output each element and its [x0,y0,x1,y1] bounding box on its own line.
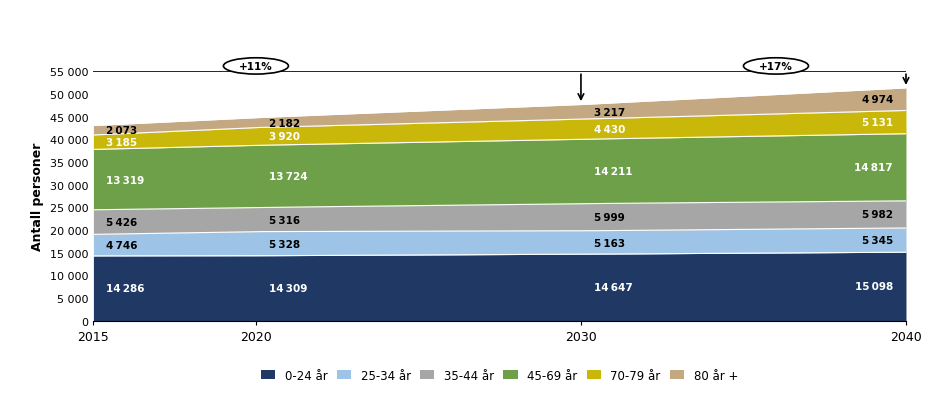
Text: 5 316: 5 316 [269,215,300,225]
Text: 5 345: 5 345 [862,235,893,245]
Text: 2 073: 2 073 [106,126,137,136]
Text: 5 426: 5 426 [106,217,137,227]
Text: 4 430: 4 430 [594,125,626,135]
Text: +11%: +11% [239,62,273,72]
Text: 5 163: 5 163 [594,238,625,248]
Y-axis label: Antall personer: Antall personer [32,142,44,251]
Text: 4 974: 4 974 [861,95,893,105]
Legend: 0-24 år, 25-34 år, 35-44 år, 45-69 år, 70-79 år, 80 år +: 0-24 år, 25-34 år, 35-44 år, 45-69 år, 7… [257,364,743,387]
Text: 14 647: 14 647 [594,283,632,293]
Text: 14 817: 14 817 [855,163,893,173]
Text: 2 182: 2 182 [269,118,300,128]
Text: 13 724: 13 724 [269,172,307,182]
Text: 4 746: 4 746 [106,241,138,251]
Text: 5 328: 5 328 [269,239,300,249]
Ellipse shape [743,59,809,75]
Text: 5 131: 5 131 [862,118,893,128]
Text: 5 999: 5 999 [594,213,625,223]
Text: 3 185: 3 185 [106,138,137,148]
Text: 13 319: 13 319 [106,175,145,185]
Text: 5 982: 5 982 [862,210,893,220]
Text: 3 217: 3 217 [594,107,625,117]
Text: 14 309: 14 309 [269,284,307,294]
Ellipse shape [223,59,289,75]
Text: 14 286: 14 286 [106,284,145,294]
Text: 3 920: 3 920 [269,132,300,142]
Text: 14 211: 14 211 [594,167,632,177]
Text: 15 098: 15 098 [855,282,893,292]
Text: +17%: +17% [759,62,793,72]
